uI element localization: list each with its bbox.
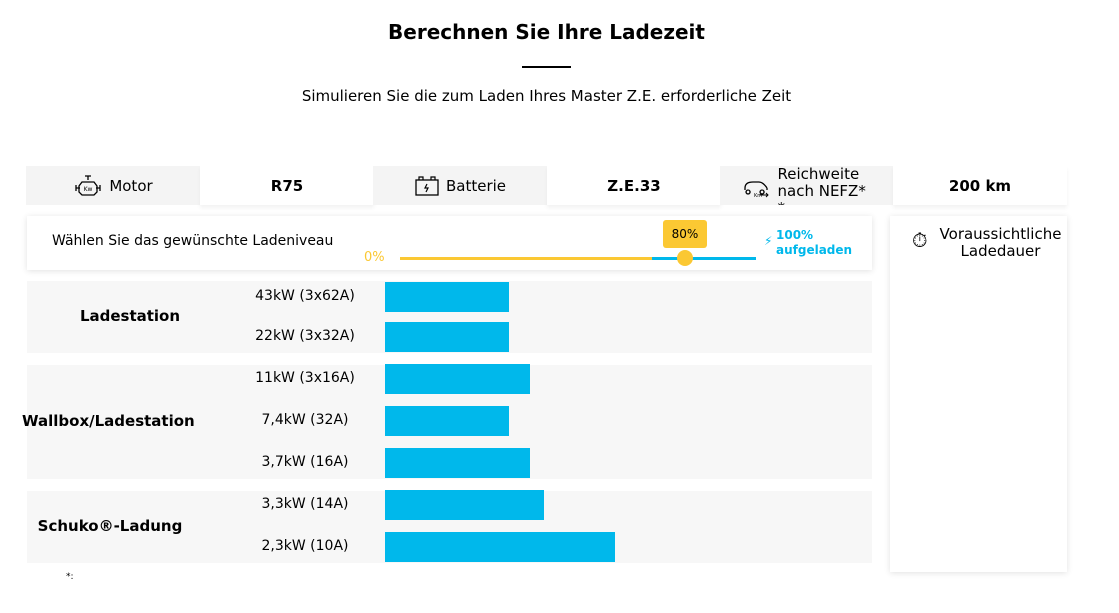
- power-label: 2,3kW (10A): [261, 538, 349, 554]
- duration-card: [890, 216, 1067, 572]
- slider-handle[interactable]: [677, 250, 693, 266]
- title-divider: [522, 66, 571, 68]
- svg-text:Kw: Kw: [84, 186, 93, 193]
- battery-icon: [415, 175, 439, 196]
- stopwatch-icon: ⏱: [912, 228, 928, 252]
- page-subtitle: Simulieren Sie die zum Laden Ihres Maste…: [301, 87, 792, 105]
- full-charge-button[interactable]: ⚡ 100% aufgeladen: [764, 228, 853, 257]
- charge-time-bar: [385, 282, 509, 312]
- lightning-icon: ⚡: [764, 234, 773, 248]
- spec-battery-value: Z.E.33: [547, 166, 721, 205]
- duration-header: ⏱ Voraussichtliche Ladedauer: [912, 225, 1062, 260]
- power-label: 22kW (3x32A): [255, 328, 355, 344]
- charge-time-bar: [385, 406, 509, 436]
- charge-level-label: Wählen Sie das gewünschte Ladeniveau: [52, 233, 334, 249]
- power-label: 3,3kW (14A): [261, 496, 349, 512]
- charge-time-bar: [385, 364, 530, 394]
- charge-time-bar: [385, 490, 544, 520]
- motor-icon: Kw: [75, 174, 101, 196]
- spec-motor-value: R75: [200, 166, 374, 205]
- charge-time-bar: [385, 448, 530, 478]
- spec-range-label: Km Max. Reichweite nach NEFZ* *: [720, 166, 894, 205]
- slider-min-label: 0%: [364, 250, 385, 265]
- slider-track-filled[interactable]: [400, 257, 652, 260]
- charge-time-bar: [385, 532, 615, 562]
- charge-level-card: [27, 216, 872, 270]
- slider-value-tooltip: 80%: [663, 220, 707, 248]
- spec-battery-label: Batterie: [373, 166, 555, 205]
- footnote: *:: [66, 572, 74, 582]
- charge-time-bar: [385, 322, 509, 352]
- group-label: Wallbox/Ladestation: [22, 412, 195, 430]
- group-label: Schuko®-Ladung: [37, 517, 183, 535]
- page-title: Berechnen Sie Ihre Ladezeit: [388, 20, 705, 44]
- slider-track-remaining[interactable]: [652, 257, 756, 260]
- svg-text:Km: Km: [754, 193, 762, 198]
- spec-motor-label: Kw Motor: [26, 166, 208, 205]
- spec-range-value: 200 km: [893, 166, 1067, 205]
- group-label: Ladestation: [79, 307, 181, 325]
- power-label: 7,4kW (32A): [261, 412, 349, 428]
- power-label: 11kW (3x16A): [255, 370, 355, 386]
- power-label: 43kW (3x62A): [255, 288, 355, 304]
- power-label: 3,7kW (16A): [261, 454, 349, 470]
- car-range-icon: Km: [743, 180, 769, 198]
